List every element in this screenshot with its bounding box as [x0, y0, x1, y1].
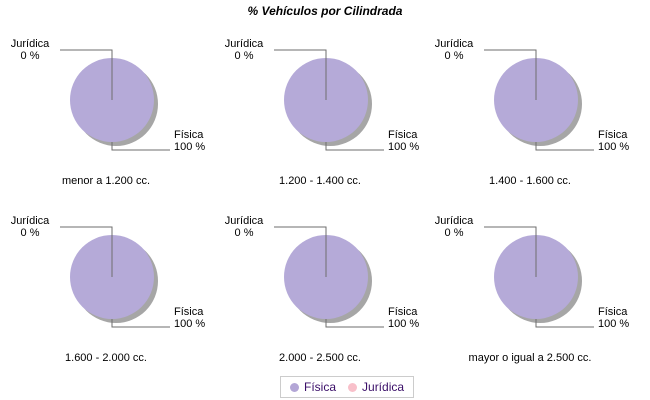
pie-subplot-1200-1400: Jurídica 0 % Física 100 % 1.200 - 1.400 … [214, 38, 426, 190]
slice-callout-juridica: Jurídica 0 % [214, 215, 274, 239]
slice-value-fisica: 100 % [598, 318, 630, 330]
leader-line-juridica [60, 49, 113, 100]
pie-subplot-2000-2500: Jurídica 0 % Física 100 % 2.000 - 2.500 … [214, 215, 426, 367]
pie-canvas [60, 226, 170, 328]
slice-label-juridica: Jurídica [224, 215, 264, 227]
leader-line-juridica [60, 226, 113, 277]
slice-value-fisica: 100 % [174, 141, 206, 153]
slice-value-juridica: 0 % [20, 227, 40, 239]
pie-canvas [484, 49, 594, 151]
category-label: 1.400 - 1.600 cc. [489, 175, 571, 187]
legend-label-juridica: Jurídica [362, 380, 405, 394]
fisica-swatch-icon [290, 382, 299, 392]
leader-line-juridica [274, 49, 327, 100]
slice-callout-juridica: Jurídica 0 % [214, 38, 274, 62]
slice-label-juridica: Jurídica [434, 38, 474, 50]
category-label: 2.000 - 2.500 cc. [279, 352, 361, 364]
slice-callout-juridica: Jurídica 0 % [0, 38, 60, 62]
slice-value-fisica: 100 % [388, 141, 420, 153]
slice-label-juridica: Jurídica [434, 215, 474, 227]
slice-value-juridica: 0 % [444, 227, 464, 239]
category-label: 1.200 - 1.400 cc. [279, 175, 361, 187]
slice-callout-fisica: Física 100 % [174, 129, 234, 153]
slice-callout-fisica: Física 100 % [388, 129, 448, 153]
slice-value-fisica: 100 % [598, 141, 630, 153]
leader-line-fisica [111, 319, 170, 328]
slice-callout-fisica: Física 100 % [598, 129, 650, 153]
leader-line-fisica [535, 319, 594, 328]
pie-subplot-mayor-2500: Jurídica 0 % Física 100 % mayor o igual … [424, 215, 636, 367]
pie-canvas [484, 226, 594, 328]
slice-value-juridica: 0 % [20, 50, 40, 62]
slice-callout-fisica: Física 100 % [174, 306, 234, 330]
category-label: mayor o igual a 2.500 cc. [468, 352, 592, 364]
slice-label-fisica: Física [388, 129, 418, 141]
slice-label-fisica: Física [174, 306, 204, 318]
leader-line-fisica [111, 142, 170, 151]
slice-label-fisica: Física [598, 129, 628, 141]
slice-label-juridica: Jurídica [10, 215, 50, 227]
leader-line-fisica [325, 142, 384, 151]
chart-title: % Vehículos por Cilindrada [247, 4, 403, 18]
slice-value-juridica: 0 % [444, 50, 464, 62]
pie-canvas [60, 49, 170, 151]
category-label: menor a 1.200 cc. [61, 175, 151, 187]
legend-item-fisica: Física [290, 380, 336, 394]
leader-line-fisica [535, 142, 594, 151]
slice-callout-juridica: Jurídica 0 % [0, 215, 60, 239]
leader-line-juridica [274, 226, 327, 277]
juridica-swatch-icon [348, 382, 358, 392]
pie-subplot-menor-a-1200: Jurídica 0 % Física 100 % menor a 1.200 … [0, 38, 212, 190]
slice-callout-fisica: Física 100 % [388, 306, 448, 330]
legend-item-juridica: Jurídica [348, 380, 404, 394]
leader-line-fisica [325, 319, 384, 328]
pie-canvas [274, 49, 384, 151]
slice-label-juridica: Jurídica [224, 38, 264, 50]
slice-callout-fisica: Física 100 % [598, 306, 650, 330]
slice-label-fisica: Física [174, 129, 204, 141]
slice-label-fisica: Física [598, 306, 628, 318]
slice-value-fisica: 100 % [388, 318, 420, 330]
chart-legend: Física Jurídica [280, 376, 415, 398]
slice-value-juridica: 0 % [234, 50, 254, 62]
legend-label-fisica: Física [304, 380, 337, 394]
leader-line-juridica [484, 49, 537, 100]
category-label: 1.600 - 2.000 cc. [65, 352, 147, 364]
slice-callout-juridica: Jurídica 0 % [424, 215, 484, 239]
slice-value-fisica: 100 % [174, 318, 206, 330]
pie-subplot-1600-2000: Jurídica 0 % Física 100 % 1.600 - 2.000 … [0, 215, 212, 367]
slice-callout-juridica: Jurídica 0 % [424, 38, 484, 62]
slice-label-juridica: Jurídica [10, 38, 50, 50]
leader-line-juridica [484, 226, 537, 277]
slice-value-juridica: 0 % [234, 227, 254, 239]
pie-subplot-1400-1600: Jurídica 0 % Física 100 % 1.400 - 1.600 … [424, 38, 636, 190]
pie-canvas [274, 226, 384, 328]
slice-label-fisica: Física [388, 306, 418, 318]
